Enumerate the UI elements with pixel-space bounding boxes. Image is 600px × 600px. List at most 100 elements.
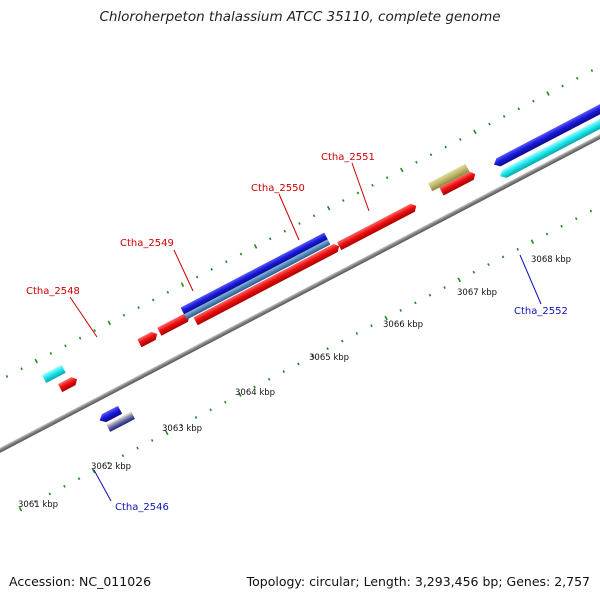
genome-backbone <box>0 123 600 462</box>
guide-dot-tracks <box>5 69 594 512</box>
guide-dot <box>443 286 446 289</box>
gene-feature[interactable] <box>58 375 79 393</box>
guide-dot <box>210 267 213 271</box>
guide-dot <box>107 461 110 465</box>
gene-label-ctha-2546[interactable]: Ctha_2546 <box>115 502 169 513</box>
guide-dot <box>268 237 272 241</box>
map-rotated-frame <box>0 69 600 512</box>
guide-dot <box>34 358 38 364</box>
guide-dot <box>78 336 82 340</box>
guide-dot <box>502 115 506 118</box>
guide-dot <box>298 222 301 225</box>
leader-line <box>278 193 300 241</box>
guide-dot <box>517 107 521 111</box>
guide-dot <box>340 339 344 343</box>
guide-dot <box>487 263 490 267</box>
tick-label-3066: 3066 kbp <box>383 320 423 330</box>
minus-strand-inner-row <box>98 91 600 432</box>
guide-dot <box>137 306 140 310</box>
guide-dot <box>136 446 139 450</box>
gene-label-leaders <box>69 162 542 502</box>
gene-feature-ctha-2546[interactable] <box>98 405 123 425</box>
guide-dot <box>225 260 228 264</box>
plus-strand-genes <box>58 163 477 393</box>
guide-dot <box>77 477 81 481</box>
tick-label-3067: 3067 kbp <box>457 288 497 298</box>
guide-dot <box>370 324 373 328</box>
guide-dot <box>209 408 212 412</box>
gene-label-ctha-2551[interactable]: Ctha_2551 <box>321 152 375 163</box>
guide-dot <box>459 137 462 141</box>
guide-dot <box>63 484 66 488</box>
guide-dot <box>501 255 505 259</box>
gene-feature[interactable] <box>107 414 135 432</box>
gene-label-ctha-2550[interactable]: Ctha_2550 <box>251 183 305 194</box>
guide-dot <box>64 344 67 348</box>
guide-dot <box>311 353 315 359</box>
gene-feature[interactable] <box>439 170 477 196</box>
guide-dot <box>560 224 563 228</box>
gene-feature[interactable] <box>193 242 342 326</box>
tick-label-3064: 3064 kbp <box>235 388 275 398</box>
gene-label-ctha-2548[interactable]: Ctha_2548 <box>26 286 80 297</box>
gene-feature-ctha-2549[interactable] <box>180 232 328 315</box>
gene-feature[interactable] <box>42 364 66 383</box>
guide-dot <box>532 99 535 103</box>
guide-dot <box>356 191 360 195</box>
guide-dot <box>590 69 594 73</box>
accession-text: Accession: NC_011026 <box>9 574 152 589</box>
guide-dot <box>473 129 477 135</box>
guide-dot <box>574 217 578 221</box>
guide-dot <box>400 167 404 173</box>
tick-label-3063: 3063 kbp <box>162 424 202 434</box>
gene-feature-ctha-2552[interactable] <box>498 102 600 180</box>
guide-dot <box>180 423 183 427</box>
guide-dot <box>589 209 593 213</box>
gene-feature[interactable] <box>137 330 159 348</box>
gene-label-ctha-2549[interactable]: Ctha_2549 <box>120 238 174 249</box>
gene-feature[interactable] <box>184 239 331 320</box>
guide-dot <box>239 252 243 256</box>
guide-dot <box>253 385 256 389</box>
guide-dot <box>575 76 579 80</box>
guide-dot <box>91 468 96 474</box>
guide-dot <box>488 122 491 126</box>
guide-dot <box>166 290 170 294</box>
tick-label-3065: 3065 kbp <box>309 353 349 363</box>
guide-dot <box>107 320 112 326</box>
guide-dot <box>151 298 155 302</box>
guide-dot <box>49 352 53 355</box>
guide-dot <box>224 400 227 404</box>
guide-dot <box>33 500 37 503</box>
guide-dot <box>415 160 418 164</box>
guide-dot <box>384 315 388 321</box>
guide-dot <box>326 205 331 211</box>
gene-feature-ctha-2550[interactable] <box>337 202 418 251</box>
guide-dot <box>414 301 417 305</box>
guide-dot <box>561 84 564 88</box>
guide-dot <box>5 374 9 378</box>
guide-dot <box>546 91 550 96</box>
tick-label-3061: 3061 kbp <box>18 500 58 510</box>
minus-strand-outer-row <box>42 102 600 383</box>
guide-dot <box>516 247 519 251</box>
gene-feature[interactable] <box>106 411 133 428</box>
guide-dot <box>283 229 287 233</box>
gene-feature-ctha-2551[interactable] <box>428 163 470 192</box>
guide-dot <box>530 239 535 244</box>
leader-line <box>93 469 112 502</box>
tick-label-3062: 3062 kbp <box>91 462 131 472</box>
guide-dot <box>122 313 126 317</box>
gene-feature[interactable] <box>492 91 600 168</box>
leader-line <box>519 254 542 305</box>
guide-dot <box>253 244 258 249</box>
gene-label-ctha-2552[interactable]: Ctha_2552 <box>514 306 568 317</box>
guide-dot <box>18 506 23 512</box>
gene-feature-ctha-2548[interactable] <box>157 312 191 336</box>
guide-dot <box>93 329 96 332</box>
map-title: Chloroherpeton thalassium ATCC 35110, co… <box>99 9 501 25</box>
guide-dot <box>428 293 432 297</box>
topology-text: Topology: circular; Length: 3,293,456 bp… <box>246 574 590 589</box>
guide-dot <box>457 277 461 283</box>
